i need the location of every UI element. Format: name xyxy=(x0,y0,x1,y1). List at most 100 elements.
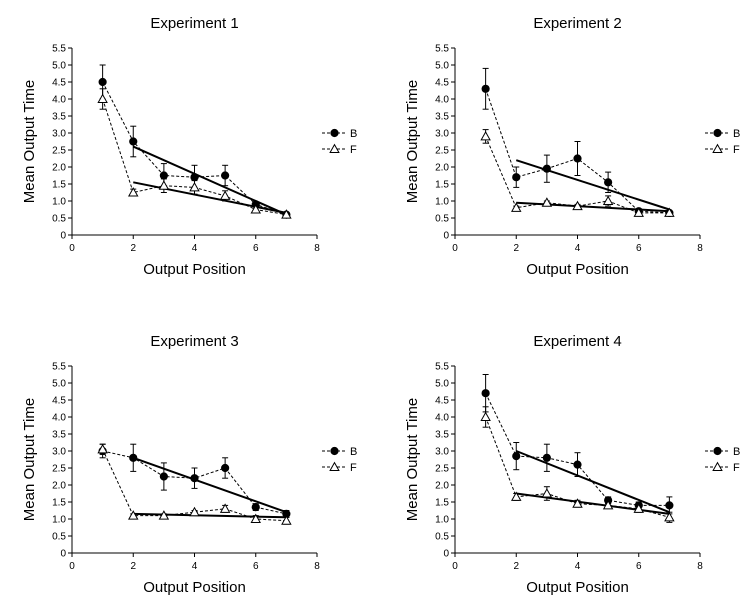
fit-line-b xyxy=(132,145,287,216)
panel-4: Experiment 4 0 0.5 1.0 1.5 2.0 2.5 3.0 3.5 4.0 4.5… xyxy=(404,333,740,596)
data-point-f xyxy=(97,443,108,454)
legend-entry-b: B xyxy=(705,128,740,140)
x-tick-label: 0 xyxy=(452,243,458,254)
series-f xyxy=(97,88,292,219)
y-tick-label: 2.0 xyxy=(435,481,449,492)
y-tick-label: 3.0 xyxy=(52,129,66,140)
data-point-b xyxy=(159,171,168,180)
fit-line-f xyxy=(133,512,287,519)
x-axis-label: Output Position xyxy=(526,579,629,596)
y-tick-label: 0.5 xyxy=(435,214,449,225)
y-tick-label: 2.5 xyxy=(52,146,66,157)
y-tick-label: 4.0 xyxy=(52,413,66,424)
legend-marker-b xyxy=(713,128,722,138)
x-tick-label: 2 xyxy=(513,243,519,254)
x-tick-label: 4 xyxy=(192,243,198,254)
data-point-b xyxy=(221,171,230,180)
data-point-f xyxy=(633,207,644,217)
y-tick-label: 3.0 xyxy=(435,129,449,140)
chart-title: Experiment 2 xyxy=(533,15,621,32)
data-point-f xyxy=(602,195,614,206)
data-point-b xyxy=(542,453,551,462)
data-point-f xyxy=(250,513,261,524)
y-tick-label: 5.0 xyxy=(52,61,66,72)
y-tick-label: 1.5 xyxy=(52,180,66,191)
legend-label: B xyxy=(733,446,740,458)
series-line-f xyxy=(102,98,287,216)
y-tick-label: 3.5 xyxy=(52,430,66,441)
x-tick-label: 8 xyxy=(314,561,320,572)
x-tick-label: 2 xyxy=(130,561,136,572)
y-tick-label: 1.0 xyxy=(435,515,449,526)
data-point-b xyxy=(159,472,168,481)
panel-1: Experiment 1 0 0.5 1.0 1.5 2.0 2.5 3.0 3.5 4.0 4.5… xyxy=(21,15,357,278)
data-point-f xyxy=(480,130,491,141)
y-axis-label: Mean Output Time xyxy=(21,80,38,203)
data-point-f xyxy=(602,499,614,510)
data-point-b xyxy=(512,452,521,461)
y-tick-label: 5.5 xyxy=(435,362,449,373)
legend-entry-f: F xyxy=(705,461,740,474)
data-point-b xyxy=(573,154,582,163)
y-tick-label: 1.0 xyxy=(52,197,66,208)
y-tick-label: 5.5 xyxy=(435,44,449,55)
fit-line-b xyxy=(515,450,670,514)
y-tick-label: 2.5 xyxy=(435,146,449,157)
data-point-f xyxy=(219,190,231,200)
data-point-b xyxy=(573,460,582,469)
x-tick-label: 6 xyxy=(636,243,642,254)
y-tick-label: 3.5 xyxy=(52,112,66,123)
y-tick-label: 2.5 xyxy=(52,464,66,475)
data-point-b xyxy=(129,453,138,462)
legend-entry-f: F xyxy=(705,143,740,156)
y-tick-label: 3.5 xyxy=(435,112,449,123)
panel-3: Experiment 3 0 0.5 1.0 1.5 2.0 2.5 3.0 3.5 4.0 4.5… xyxy=(21,333,357,596)
data-point-b xyxy=(604,178,613,187)
x-tick-label: 0 xyxy=(69,561,75,572)
series-b xyxy=(481,374,674,515)
y-tick-label: 4.0 xyxy=(52,95,66,106)
x-tick-label: 0 xyxy=(452,561,458,572)
data-point-b xyxy=(481,389,490,398)
series-b xyxy=(481,67,674,217)
data-point-f xyxy=(480,411,491,422)
x-tick-label: 4 xyxy=(192,561,198,572)
y-tick-label: 4.5 xyxy=(52,78,66,89)
legend-label: F xyxy=(733,144,740,156)
fit-line-b xyxy=(132,456,287,514)
data-point-f xyxy=(250,204,261,214)
x-tick-label: 4 xyxy=(575,561,581,572)
y-tick-label: 4.0 xyxy=(435,95,449,106)
x-tick-label: 2 xyxy=(130,243,136,254)
data-point-b xyxy=(481,84,490,93)
y-tick-label: 0 xyxy=(60,549,66,560)
y-tick-label: 4.5 xyxy=(435,78,449,89)
legend-entry-b: B xyxy=(322,128,357,140)
data-point-f xyxy=(633,503,644,513)
data-point-f xyxy=(189,181,200,192)
y-tick-label: 0 xyxy=(60,231,66,242)
y-tick-label: 4.5 xyxy=(435,396,449,407)
data-point-f xyxy=(128,187,139,197)
data-point-f xyxy=(189,506,200,517)
data-point-f xyxy=(541,488,553,498)
y-tick-label: 1.5 xyxy=(435,498,449,509)
y-tick-label: 5.0 xyxy=(435,379,449,390)
y-axis-label: Mean Output Time xyxy=(404,80,421,203)
y-tick-label: 0.5 xyxy=(52,214,66,225)
x-tick-label: 8 xyxy=(697,243,703,254)
data-point-f xyxy=(281,515,292,525)
legend-marker-b xyxy=(330,128,339,138)
data-point-b xyxy=(190,173,199,182)
data-point-f xyxy=(281,209,292,219)
data-point-f xyxy=(158,510,170,520)
y-tick-label: 1.0 xyxy=(52,515,66,526)
x-tick-label: 4 xyxy=(575,243,581,254)
series-f xyxy=(480,406,675,523)
y-tick-label: 5.5 xyxy=(52,362,66,373)
y-axis-label: Mean Output Time xyxy=(21,398,38,521)
x-axis-label: Output Position xyxy=(143,261,246,278)
data-point-b xyxy=(190,474,199,483)
y-tick-label: 4.5 xyxy=(52,396,66,407)
